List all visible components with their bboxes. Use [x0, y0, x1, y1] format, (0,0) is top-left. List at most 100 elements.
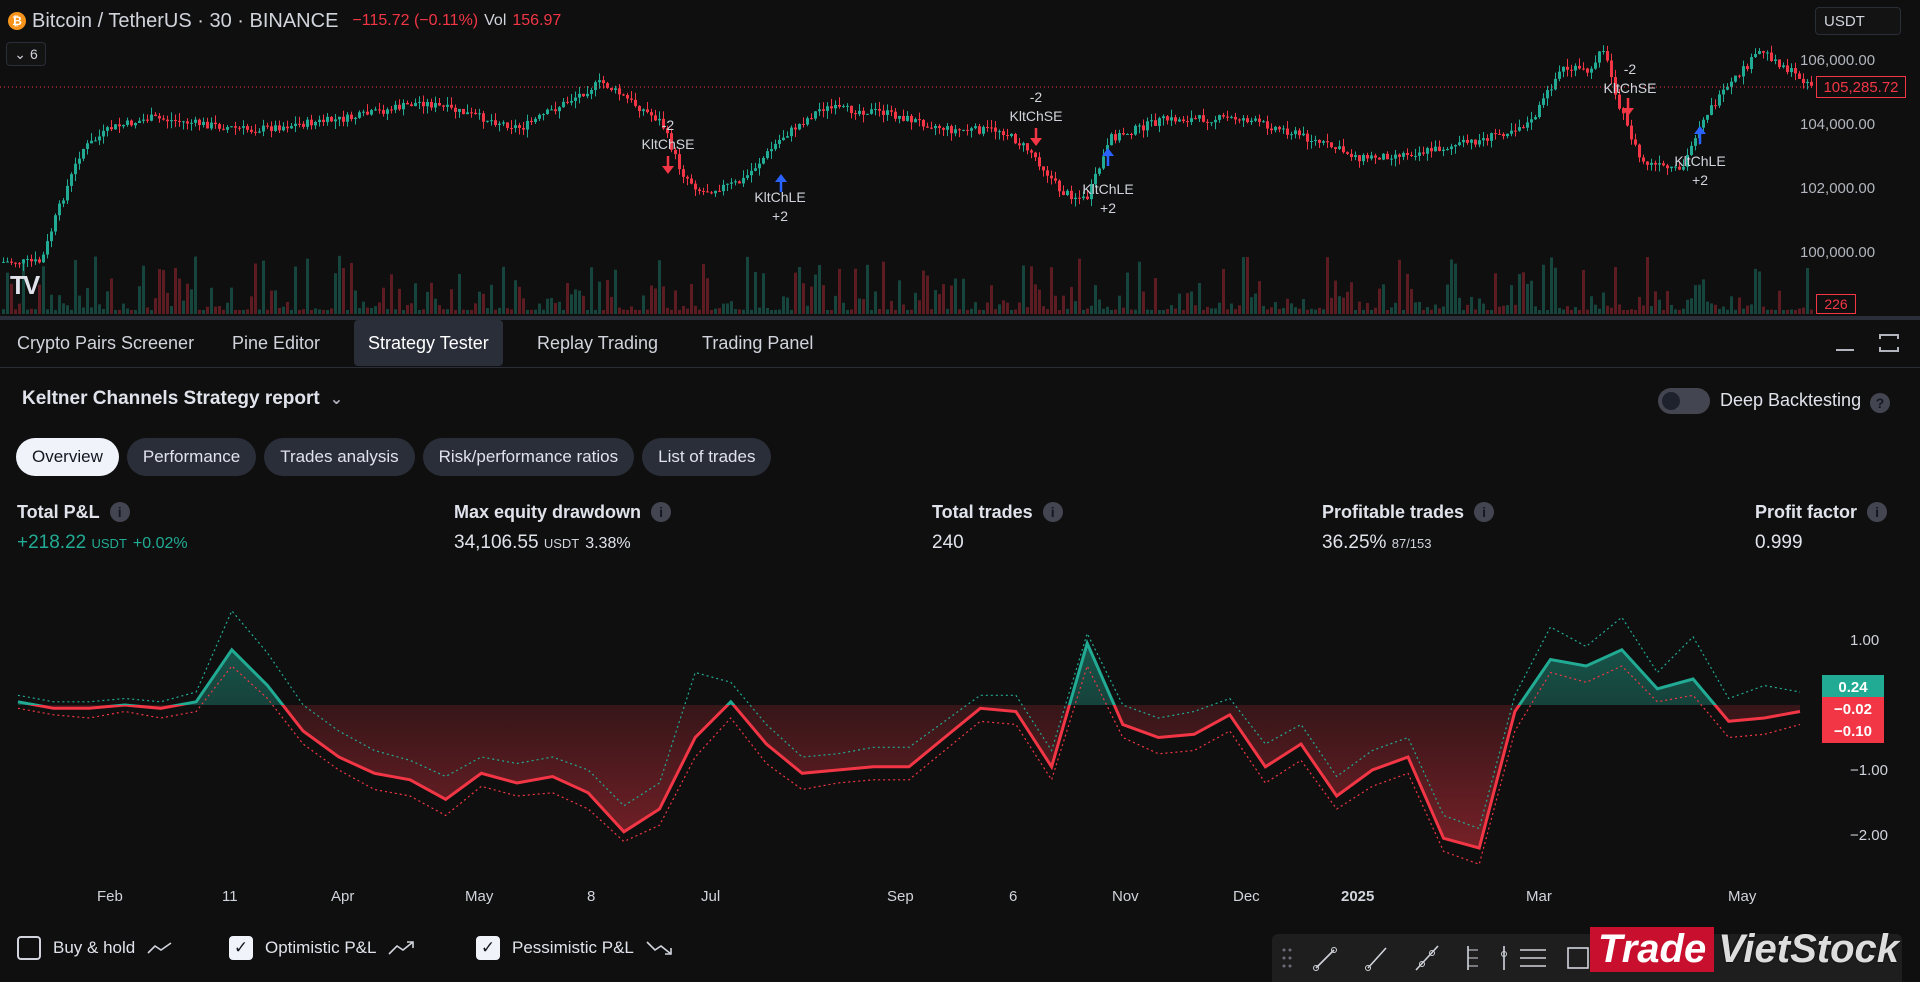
info-line-tool-icon[interactable]: [1501, 946, 1507, 970]
volume-bar: [570, 294, 573, 314]
candle: [1198, 114, 1201, 122]
candle: [550, 105, 553, 111]
candle: [30, 254, 33, 267]
volume-bar: [674, 290, 677, 314]
volume-bar: [1150, 309, 1153, 314]
info-icon[interactable]: i: [1042, 502, 1063, 522]
candle: [798, 123, 801, 131]
candle: [1566, 58, 1569, 77]
price-chart[interactable]: ₿ Bitcoin / TetherUS · 30 · BINANCE −115…: [0, 0, 1920, 316]
volume-bar: [1802, 307, 1805, 314]
tab-replay-trading[interactable]: Replay Trading: [537, 332, 659, 353]
volume-bar: [954, 278, 957, 314]
subtab-overview[interactable]: Overview: [16, 438, 119, 476]
trend-line-tool-icon[interactable]: [1313, 947, 1337, 971]
candle: [1290, 131, 1293, 140]
candle: [822, 102, 825, 118]
trend-line-icon: [147, 942, 172, 954]
symbol-title[interactable]: Bitcoin / TetherUS · 30 · BINANCE: [32, 9, 339, 32]
candle: [230, 126, 233, 128]
candle: [774, 139, 777, 152]
candle: [1310, 134, 1313, 149]
maximize-icon[interactable]: [1876, 330, 1902, 356]
candle: [1758, 48, 1761, 55]
candle: [418, 96, 421, 110]
volume-bar: [690, 283, 693, 314]
pitchfork-tool-icon[interactable]: [1467, 946, 1478, 970]
candle: [542, 113, 545, 121]
subtab-performance[interactable]: Performance: [126, 438, 257, 476]
volume-bar: [318, 309, 321, 314]
volume-bar: [1726, 309, 1729, 314]
tab-strategy-tester[interactable]: Strategy Tester: [354, 320, 503, 366]
candle: [174, 114, 177, 128]
volume-bar: [1358, 301, 1361, 314]
candle: [770, 141, 773, 159]
candle: [1642, 154, 1645, 165]
candlestick-plot[interactable]: [0, 0, 1920, 316]
optimistic-pnl-checkbox[interactable]: ✓ Optimistic P&L: [229, 936, 416, 960]
volume-bar: [838, 268, 841, 314]
info-icon[interactable]: i: [109, 502, 130, 522]
tab-trading-panel[interactable]: Trading Panel: [702, 332, 814, 353]
candle: [602, 75, 605, 89]
report-title[interactable]: Keltner Channels Strategy report ⌄: [22, 388, 343, 410]
extended-line-tool-icon[interactable]: [1415, 945, 1439, 971]
volume-bar: [1786, 309, 1789, 314]
info-icon[interactable]: i: [1867, 502, 1888, 522]
candle: [1526, 116, 1529, 132]
help-icon[interactable]: ?: [1870, 393, 1890, 413]
candle: [26, 255, 29, 268]
volume-bar: [514, 280, 517, 314]
info-icon[interactable]: i: [1474, 502, 1495, 522]
rectangle-tool-icon[interactable]: [1567, 947, 1589, 969]
candle: [534, 116, 537, 124]
subtab-list-of-trades[interactable]: List of trades: [642, 438, 772, 476]
candle: [1186, 115, 1189, 128]
volume-bar: [1034, 284, 1037, 314]
candle: [1502, 132, 1505, 140]
minimize-icon[interactable]: [1832, 330, 1858, 356]
candle: [366, 104, 369, 116]
candle: [594, 80, 597, 97]
volume-bar: [610, 296, 613, 314]
volume-bar: [1106, 306, 1109, 314]
subtab-risk-performance-ratios[interactable]: Risk/performance ratios: [422, 438, 635, 476]
volume-bar: [1278, 309, 1281, 314]
volume-bar: [506, 308, 509, 314]
volume-bar: [822, 285, 825, 314]
parallel-channel-tool-icon[interactable]: [1520, 949, 1546, 967]
candle: [166, 115, 169, 129]
volume-bar: [722, 303, 725, 314]
candle: [874, 102, 877, 116]
info-icon[interactable]: i: [651, 502, 672, 522]
candle: [1238, 118, 1241, 124]
buy-hold-checkbox[interactable]: Buy & hold: [17, 936, 173, 960]
pessimistic-pnl-checkbox[interactable]: ✓ Pessimistic P&L: [476, 936, 674, 960]
volume-bar: [862, 299, 865, 314]
candle: [1518, 119, 1521, 132]
candle: [1706, 114, 1709, 123]
tab-pine-editor[interactable]: Pine Editor: [232, 332, 321, 353]
candle: [1494, 128, 1497, 140]
volume-bar: [846, 309, 849, 314]
candle: [1034, 151, 1037, 161]
candle: [210, 117, 213, 131]
ray-tool-icon[interactable]: [1365, 947, 1387, 971]
candle: [1390, 154, 1393, 166]
deep-backtesting-toggle[interactable]: [1658, 388, 1710, 414]
currency-select[interactable]: USDT: [1815, 7, 1901, 35]
volume-bar: [1146, 309, 1149, 314]
long-signal-arrow-icon: [1694, 126, 1706, 144]
candle: [1294, 126, 1297, 139]
volume-bar: [1082, 309, 1085, 314]
candle: [734, 179, 737, 186]
equity-chart[interactable]: [0, 590, 1920, 880]
tab-crypto-pairs-screener[interactable]: Crypto Pairs Screener: [17, 332, 195, 353]
indicators-collapse-button[interactable]: ⌄ 6: [6, 42, 46, 66]
pane-divider[interactable]: [0, 316, 1920, 320]
candle: [970, 126, 973, 138]
subtab-trades-analysis[interactable]: Trades analysis: [264, 438, 415, 476]
candle: [1202, 108, 1205, 123]
volume-bar: [1018, 302, 1021, 314]
